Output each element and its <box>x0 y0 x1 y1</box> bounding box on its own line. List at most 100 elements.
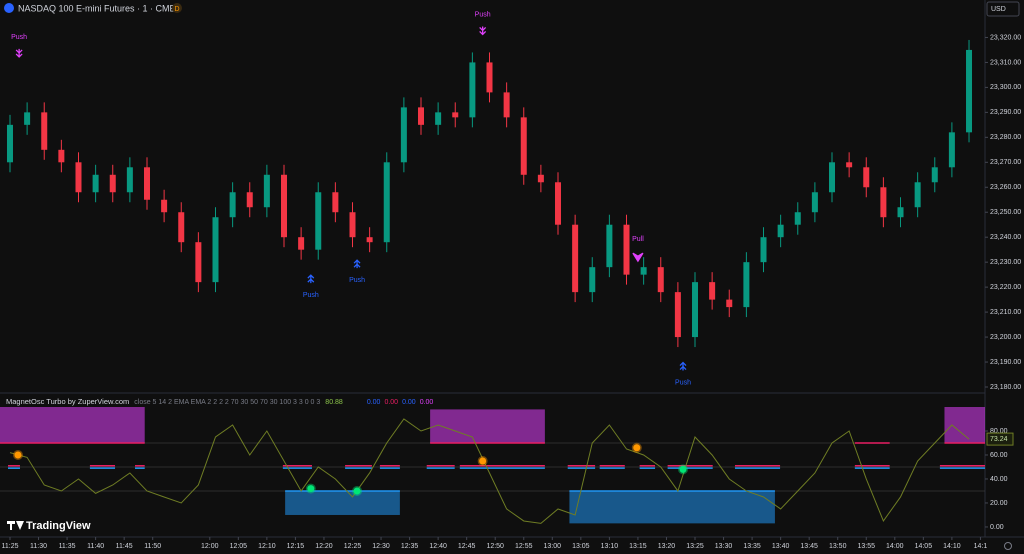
candle-body <box>914 182 921 208</box>
candle-body <box>229 192 236 218</box>
candle-body <box>246 192 253 208</box>
y-tick-label: 23,230.00 <box>990 259 1021 266</box>
indicator-params: close 5 14 2 EMA EMA 2 2 2 2 70 30 50 70… <box>134 399 320 406</box>
x-tick-label: 14:1 <box>974 543 988 550</box>
brand: TradingView <box>26 520 91 532</box>
x-tick-label: 13:15 <box>629 543 647 550</box>
candle-body <box>315 192 322 250</box>
signal-label: Push <box>675 379 691 386</box>
candle-body <box>212 217 219 283</box>
zone <box>285 490 400 515</box>
candle-body <box>6 124 13 163</box>
x-tick-label: 12:10 <box>258 543 276 550</box>
x-tick-label: 14:10 <box>943 543 961 550</box>
candle-body <box>794 212 801 225</box>
brand-logo <box>7 521 24 530</box>
last-value-label: 73.24 <box>990 436 1008 443</box>
indicator-value: 0.00 <box>402 399 416 406</box>
candle-body <box>400 107 407 163</box>
zone <box>944 406 985 443</box>
candle-body <box>298 237 305 250</box>
x-tick-label: 12:45 <box>458 543 476 550</box>
candle-body <box>572 224 579 293</box>
x-tick-label: 12:35 <box>401 543 419 550</box>
candle-body <box>777 224 784 238</box>
x-tick-label: 13:25 <box>686 543 704 550</box>
x-tick-label: 11:50 <box>144 543 161 550</box>
currency-box[interactable] <box>986 1 1020 17</box>
candle-body <box>863 167 870 188</box>
settings-icon[interactable] <box>1004 542 1012 550</box>
candle-body <box>486 62 493 93</box>
candle-body <box>846 162 853 168</box>
candle-body <box>92 174 99 193</box>
y-tick-label: 23,260.00 <box>990 184 1021 191</box>
signal-dot <box>352 485 363 496</box>
x-tick-label: 11:35 <box>59 543 76 550</box>
candle-body <box>589 267 596 293</box>
candle-body <box>280 174 287 238</box>
x-tick-label: 13:30 <box>715 543 733 550</box>
y-tick-label: 23,200.00 <box>990 334 1021 341</box>
y-tick-label: 20.00 <box>990 500 1008 507</box>
signal-dot <box>678 464 689 475</box>
candle-body <box>263 174 270 208</box>
candle-body <box>452 112 459 118</box>
candle-body <box>503 92 510 118</box>
x-tick-label: 12:05 <box>230 543 248 550</box>
candle-body <box>829 162 836 193</box>
signal-dot <box>631 442 642 453</box>
y-tick-label: 23,190.00 <box>990 359 1021 366</box>
x-tick-label: 13:40 <box>772 543 790 550</box>
candle-body <box>161 199 168 213</box>
currency[interactable]: USD <box>991 6 1006 13</box>
x-tick-label: 12:40 <box>429 543 447 550</box>
x-tick-label: 14:00 <box>886 543 904 550</box>
candle-body <box>537 174 544 183</box>
signal-marker <box>479 26 487 36</box>
symbol-title: NASDAQ 100 E-mini Futures · 1 · CME <box>18 3 176 13</box>
candle-body <box>469 62 476 118</box>
candle-body <box>760 237 767 263</box>
x-tick-label: 12:30 <box>372 543 390 550</box>
candle-body <box>709 282 716 300</box>
signal-marker <box>632 252 644 263</box>
signal-label: Pull <box>632 236 644 243</box>
candle-body <box>366 237 373 243</box>
x-tick-label: 11:30 <box>30 543 47 550</box>
candle-body <box>948 132 955 168</box>
candle-body <box>880 187 887 218</box>
x-tick-label: 12:55 <box>515 543 533 550</box>
zone <box>0 406 145 443</box>
x-tick-label: 13:55 <box>857 543 875 550</box>
x-tick-label: 11:45 <box>116 543 133 550</box>
candle-body <box>674 292 681 338</box>
x-tick-label: 13:20 <box>658 543 676 550</box>
x-tick-label: 12:50 <box>486 543 504 550</box>
candle-body <box>75 162 82 193</box>
last-value-box <box>986 432 1014 446</box>
x-tick-label: 13:50 <box>829 543 847 550</box>
zone <box>569 490 775 524</box>
y-tick-label: 23,300.00 <box>990 84 1021 91</box>
symbol-icon <box>4 3 14 13</box>
candle-body <box>640 267 647 275</box>
x-tick-label: 11:25 <box>1 543 18 550</box>
y-tick-label: 23,240.00 <box>990 234 1021 241</box>
x-tick-label: 13:10 <box>601 543 619 550</box>
y-tick-label: 23,270.00 <box>990 159 1021 166</box>
badge[interactable]: D <box>174 6 179 13</box>
candle-body <box>726 299 733 308</box>
y-tick-label: 23,320.00 <box>990 34 1021 41</box>
signal-marker <box>307 274 315 284</box>
y-tick-label: 80.00 <box>990 428 1008 435</box>
candle-body <box>623 224 630 275</box>
candle-body <box>692 282 699 338</box>
indicator-title: MagnetOsc Turbo by ZuperView.com <box>6 397 129 406</box>
candle-body <box>41 112 48 150</box>
candle-body <box>126 167 133 193</box>
candle-body <box>349 212 356 238</box>
x-tick-label: 12:15 <box>287 543 305 550</box>
